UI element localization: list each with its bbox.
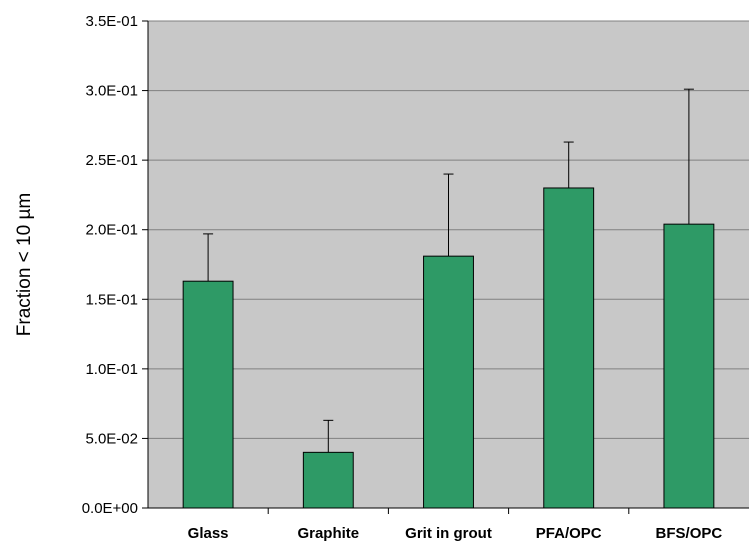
y-tick-label: 2.0E-01 xyxy=(85,222,138,239)
bar xyxy=(663,223,715,509)
bar xyxy=(423,255,474,509)
bar xyxy=(182,280,234,509)
x-axis-labels: Glass Graphite Grit in grout PFA/OPC BFS/OPC xyxy=(188,508,723,542)
x-tick-label: PFA/OPC xyxy=(536,525,602,542)
bar xyxy=(302,451,354,509)
x-tick-label: BFS/OPC xyxy=(656,525,723,542)
y-tick-label: 0.0E+00 xyxy=(82,500,138,517)
error-bars xyxy=(203,88,694,453)
y-tick-label: 3.5E-01 xyxy=(85,13,138,30)
x-tick-label: Grit in grout xyxy=(405,525,492,542)
y-tick-label: 1.5E-01 xyxy=(85,291,138,308)
x-tick-label: Graphite xyxy=(297,525,359,542)
y-axis-ticks: 0.0E+00 5.0E-02 1.0E-01 1.5E-01 2.0E-01 2.5E-… xyxy=(82,13,148,517)
y-tick-label: 1.0E-01 xyxy=(85,361,138,378)
y-axis-title: Fraction < 10 µm xyxy=(14,193,35,336)
y-tick-label: 5.0E-02 xyxy=(85,430,138,447)
x-tick-label: Glass xyxy=(188,525,229,542)
bar xyxy=(543,187,595,509)
y-tick-label: 3.0E-01 xyxy=(85,83,138,100)
y-tick-label: 2.5E-01 xyxy=(85,152,138,169)
